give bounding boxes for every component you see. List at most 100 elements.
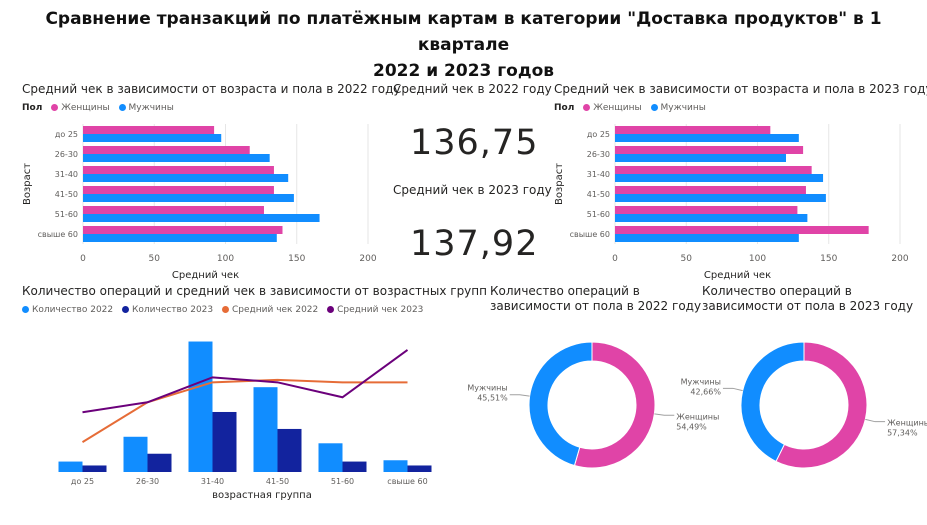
donut-2023-title-line1: Количество операций в (702, 284, 852, 298)
bar-2023-legend: Пол Женщины Мужчины (554, 103, 712, 113)
bar-count-2022 (123, 436, 148, 472)
x-tick-label: 100 (749, 254, 766, 264)
legend-label: Средний чек 2022 (232, 305, 319, 315)
bar-count-2023 (212, 411, 237, 472)
x-tick-label: 50 (681, 254, 693, 264)
legend-title: Пол (22, 103, 43, 113)
dashboard-title-line2: 2022 и 2023 годов (372, 61, 555, 81)
x-tick-label: 200 (359, 254, 376, 264)
legend-dot-icon (222, 306, 229, 313)
bar-count-2023 (342, 461, 367, 472)
x-tick-label: 150 (288, 254, 305, 264)
leader-line (865, 418, 886, 423)
slice-label-value: 45,51% (477, 394, 508, 403)
bar-women (615, 186, 806, 194)
bar-women (83, 146, 250, 154)
leader-line (722, 387, 743, 392)
legend-dot-icon (327, 306, 335, 313)
x-axis-title: Средний чек (172, 270, 239, 281)
dashboard-title-line1: Сравнение транзакций по платёжным картам… (45, 9, 882, 55)
x-tick-label: 100 (217, 254, 234, 264)
combo-legend: Количество 2022 Количество 2023 Средний … (22, 305, 429, 315)
bar-count-2022 (318, 443, 343, 472)
y-tick-label: свыше 60 (38, 230, 78, 239)
card-2023-value: 137,92 (410, 224, 539, 264)
bar-men (615, 194, 826, 202)
legend-item-men[interactable]: Мужчины (650, 103, 706, 113)
donut-slice-men (740, 341, 805, 463)
donut-slice-women (573, 341, 656, 469)
bar-2022-title: Средний чек в зависимости от возраста и … (22, 82, 401, 96)
bar-women (83, 226, 283, 234)
bar-women (83, 186, 274, 194)
y-tick-label: 41-50 (587, 190, 610, 199)
bar-count-2023 (82, 465, 107, 472)
legend-item-count-2022[interactable]: Количество 2022 (22, 305, 113, 315)
legend-item-avg-2023[interactable]: Средний чек 2023 (327, 305, 423, 315)
y-tick-label: 26-30 (587, 150, 610, 159)
x-axis-title: Средний чек (704, 270, 771, 281)
slice-label-value: 57,34% (887, 429, 918, 438)
slice-label-name: Мужчины (681, 377, 721, 386)
bar-count-2022 (188, 341, 213, 472)
bar-count-2023 (277, 428, 302, 472)
bar-men (83, 214, 320, 222)
slice-label-value: 42,66% (690, 387, 721, 396)
leader-line (654, 413, 675, 416)
legend-item-avg-2022[interactable]: Средний чек 2022 (222, 305, 318, 315)
donut-2022-title: Количество операций в зависимости от пол… (490, 284, 701, 314)
x-tick-label: 26-30 (136, 477, 159, 486)
x-tick-label: 0 (612, 254, 618, 264)
legend-item-women[interactable]: Женщины (51, 103, 110, 113)
x-tick-label: 51-60 (331, 477, 354, 486)
line-avg-2023 (82, 349, 409, 414)
legend-dot-icon (22, 306, 29, 313)
bar-women (83, 166, 274, 174)
bar-women (615, 206, 798, 214)
y-tick-label: свыше 60 (570, 230, 610, 239)
slice-label-value: 54,49% (676, 422, 707, 431)
dashboard-title: Сравнение транзакций по платёжным картам… (0, 6, 927, 84)
x-tick-label: 200 (891, 254, 908, 264)
combo-chart[interactable]: до 25 26-30 31-40 41-50 51-60 свыше 60 возраст… (40, 325, 470, 510)
x-tick-label: 0 (80, 254, 86, 264)
slice-label-name: Женщины (887, 419, 927, 428)
bar-men (83, 154, 270, 162)
bar-chart-2023[interactable]: 0 50 100 150 200 до 25 26-30 31-40 41-50 51-60 свы… (550, 118, 910, 283)
y-axis-title: Возраст (22, 163, 33, 205)
donut-2022-title-line1: Количество операций в (490, 284, 640, 298)
combo-title: Количество операций и средний чек в зави… (22, 284, 487, 298)
x-tick-label: до 25 (71, 477, 94, 486)
legend-title: Пол (554, 103, 575, 113)
y-tick-label: 31-40 (55, 170, 78, 179)
slice-label-name: Мужчины (467, 384, 507, 393)
x-axis-title: возрастная группа (212, 490, 312, 501)
legend-label: Мужчины (660, 103, 706, 113)
y-tick-label: 26-30 (55, 150, 78, 159)
legend-item-men[interactable]: Мужчины (118, 103, 174, 113)
legend-label: Мужчины (128, 103, 174, 113)
line-avg-2022 (81, 378, 408, 443)
x-tick-label: свыше 60 (387, 477, 427, 486)
bar-count-2022 (383, 460, 408, 472)
y-tick-label: 51-60 (587, 210, 610, 219)
legend-dot-icon (650, 104, 658, 111)
bar-women (615, 226, 869, 234)
legend-dot-icon (51, 104, 59, 111)
slice-label-name: Женщины (676, 412, 719, 421)
leader-line (509, 394, 530, 397)
bar-women (615, 146, 804, 154)
bar-chart-2022[interactable]: 0 50 100 150 200 до 25 26-30 31-40 41-50 51-60 свы… (18, 118, 378, 283)
legend-item-count-2023[interactable]: Количество 2023 (122, 305, 213, 315)
donut-2023-title: Количество операций в зависимости от пол… (702, 284, 913, 314)
y-tick-label: 51-60 (55, 210, 78, 219)
x-tick-label: 150 (820, 254, 837, 264)
bar-2022-legend: Пол Женщины Мужчины (22, 103, 180, 113)
donut-slice-women (775, 341, 868, 469)
bar-2023-title: Средний чек в зависимости от возраста и … (554, 82, 927, 96)
legend-item-women[interactable]: Женщины (583, 103, 642, 113)
card-2022-label: Средний чек в 2022 году (393, 82, 552, 96)
y-tick-label: до 25 (587, 130, 610, 139)
